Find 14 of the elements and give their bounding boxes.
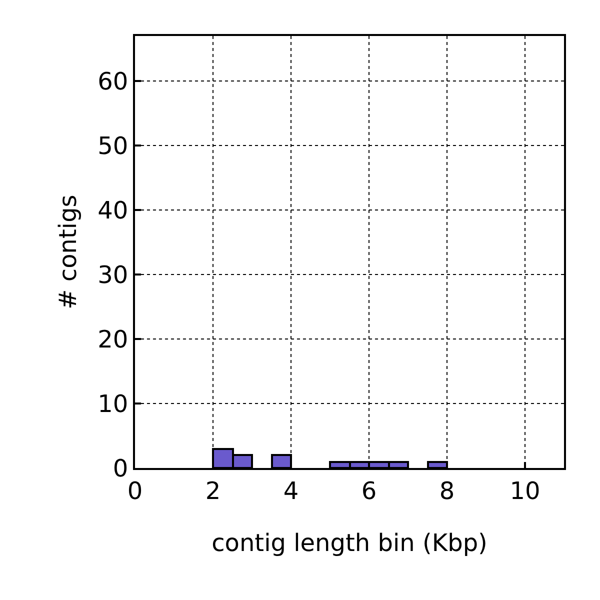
- x-tick-label: 2: [205, 476, 221, 505]
- x-axis-title: contig length bin (Kbp): [212, 529, 488, 557]
- x-tick-label: 8: [439, 476, 455, 505]
- y-tick-label: 10: [98, 390, 128, 418]
- y-tick-label: 0: [112, 454, 128, 482]
- x-tick-label: 6: [361, 476, 377, 505]
- y-tick-label: 20: [98, 325, 128, 354]
- y-tick-label: 60: [98, 68, 128, 96]
- y-tick-label: 30: [98, 260, 128, 289]
- x-tick-label: 4: [283, 476, 299, 505]
- x-tick-label: 10: [510, 476, 540, 505]
- y-tick-label: 40: [98, 196, 128, 224]
- y-tick-label: 50: [98, 132, 128, 160]
- y-axis-title: # contigs: [54, 194, 82, 310]
